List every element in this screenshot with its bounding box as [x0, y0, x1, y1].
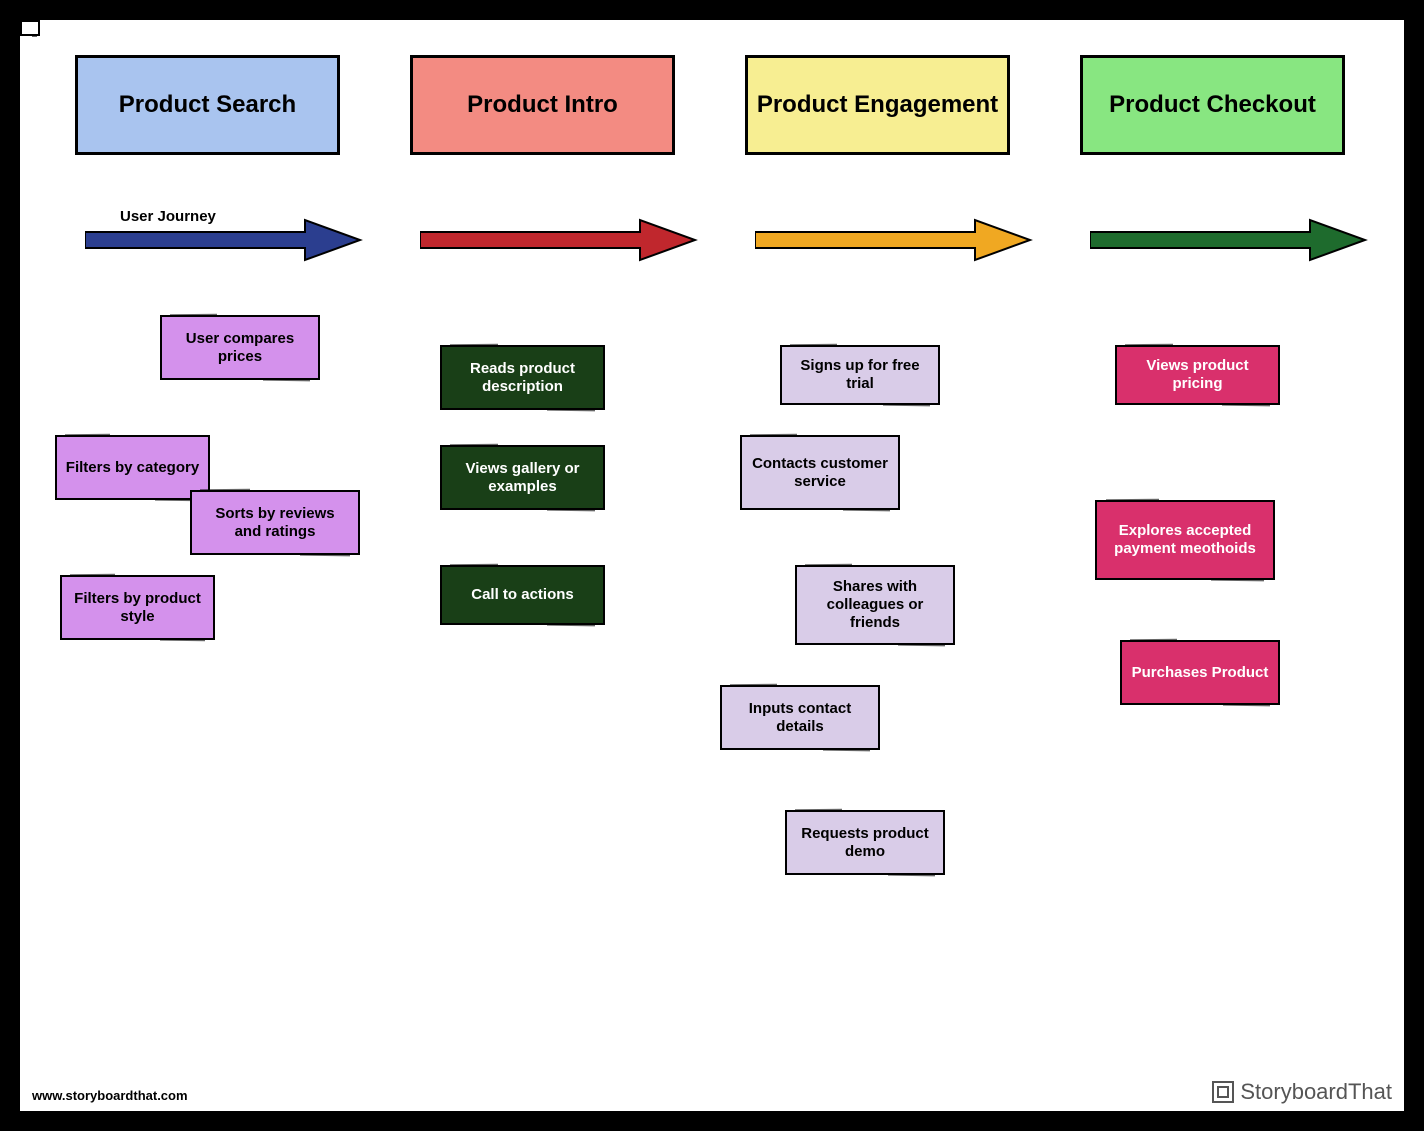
step-box: User compares prices [160, 315, 320, 380]
step-box: Signs up for free trial [780, 345, 940, 405]
step-box: Views gallery or examples [440, 445, 605, 510]
step-box: Purchases Product [1120, 640, 1280, 705]
step-box: Shares with colleagues or friends [795, 565, 955, 645]
arrow-checkout-icon [1090, 215, 1370, 265]
footer-url: www.storyboardthat.com [32, 1088, 188, 1103]
header-product-search: Product Search [75, 55, 340, 155]
step-box: Requests product demo [785, 810, 945, 875]
header-product-intro: Product Intro [410, 55, 675, 155]
diagram-canvas: Product Search Product Intro Product Eng… [20, 20, 1404, 1111]
step-box [20, 20, 40, 36]
step-box: Filters by product style [60, 575, 215, 640]
footer-brand-text: StoryboardThat [1240, 1079, 1392, 1105]
step-box: Call to actions [440, 565, 605, 625]
step-box: Reads product description [440, 345, 605, 410]
step-box: Explores accepted payment meothoids [1095, 500, 1275, 580]
header-product-engagement: Product Engagement [745, 55, 1010, 155]
step-box: Sorts by reviews and ratings [190, 490, 360, 555]
step-box: Filters by category [55, 435, 210, 500]
header-product-checkout: Product Checkout [1080, 55, 1345, 155]
step-box: Views product pricing [1115, 345, 1280, 405]
step-box: Inputs contact details [720, 685, 880, 750]
arrow-engagement-icon [755, 215, 1035, 265]
footer-brand: StoryboardThat [1212, 1079, 1392, 1105]
arrow-search-icon [85, 215, 365, 265]
step-box: Contacts customer service [740, 435, 900, 510]
storyboard-logo-icon [1212, 1081, 1234, 1103]
arrow-intro-icon [420, 215, 700, 265]
